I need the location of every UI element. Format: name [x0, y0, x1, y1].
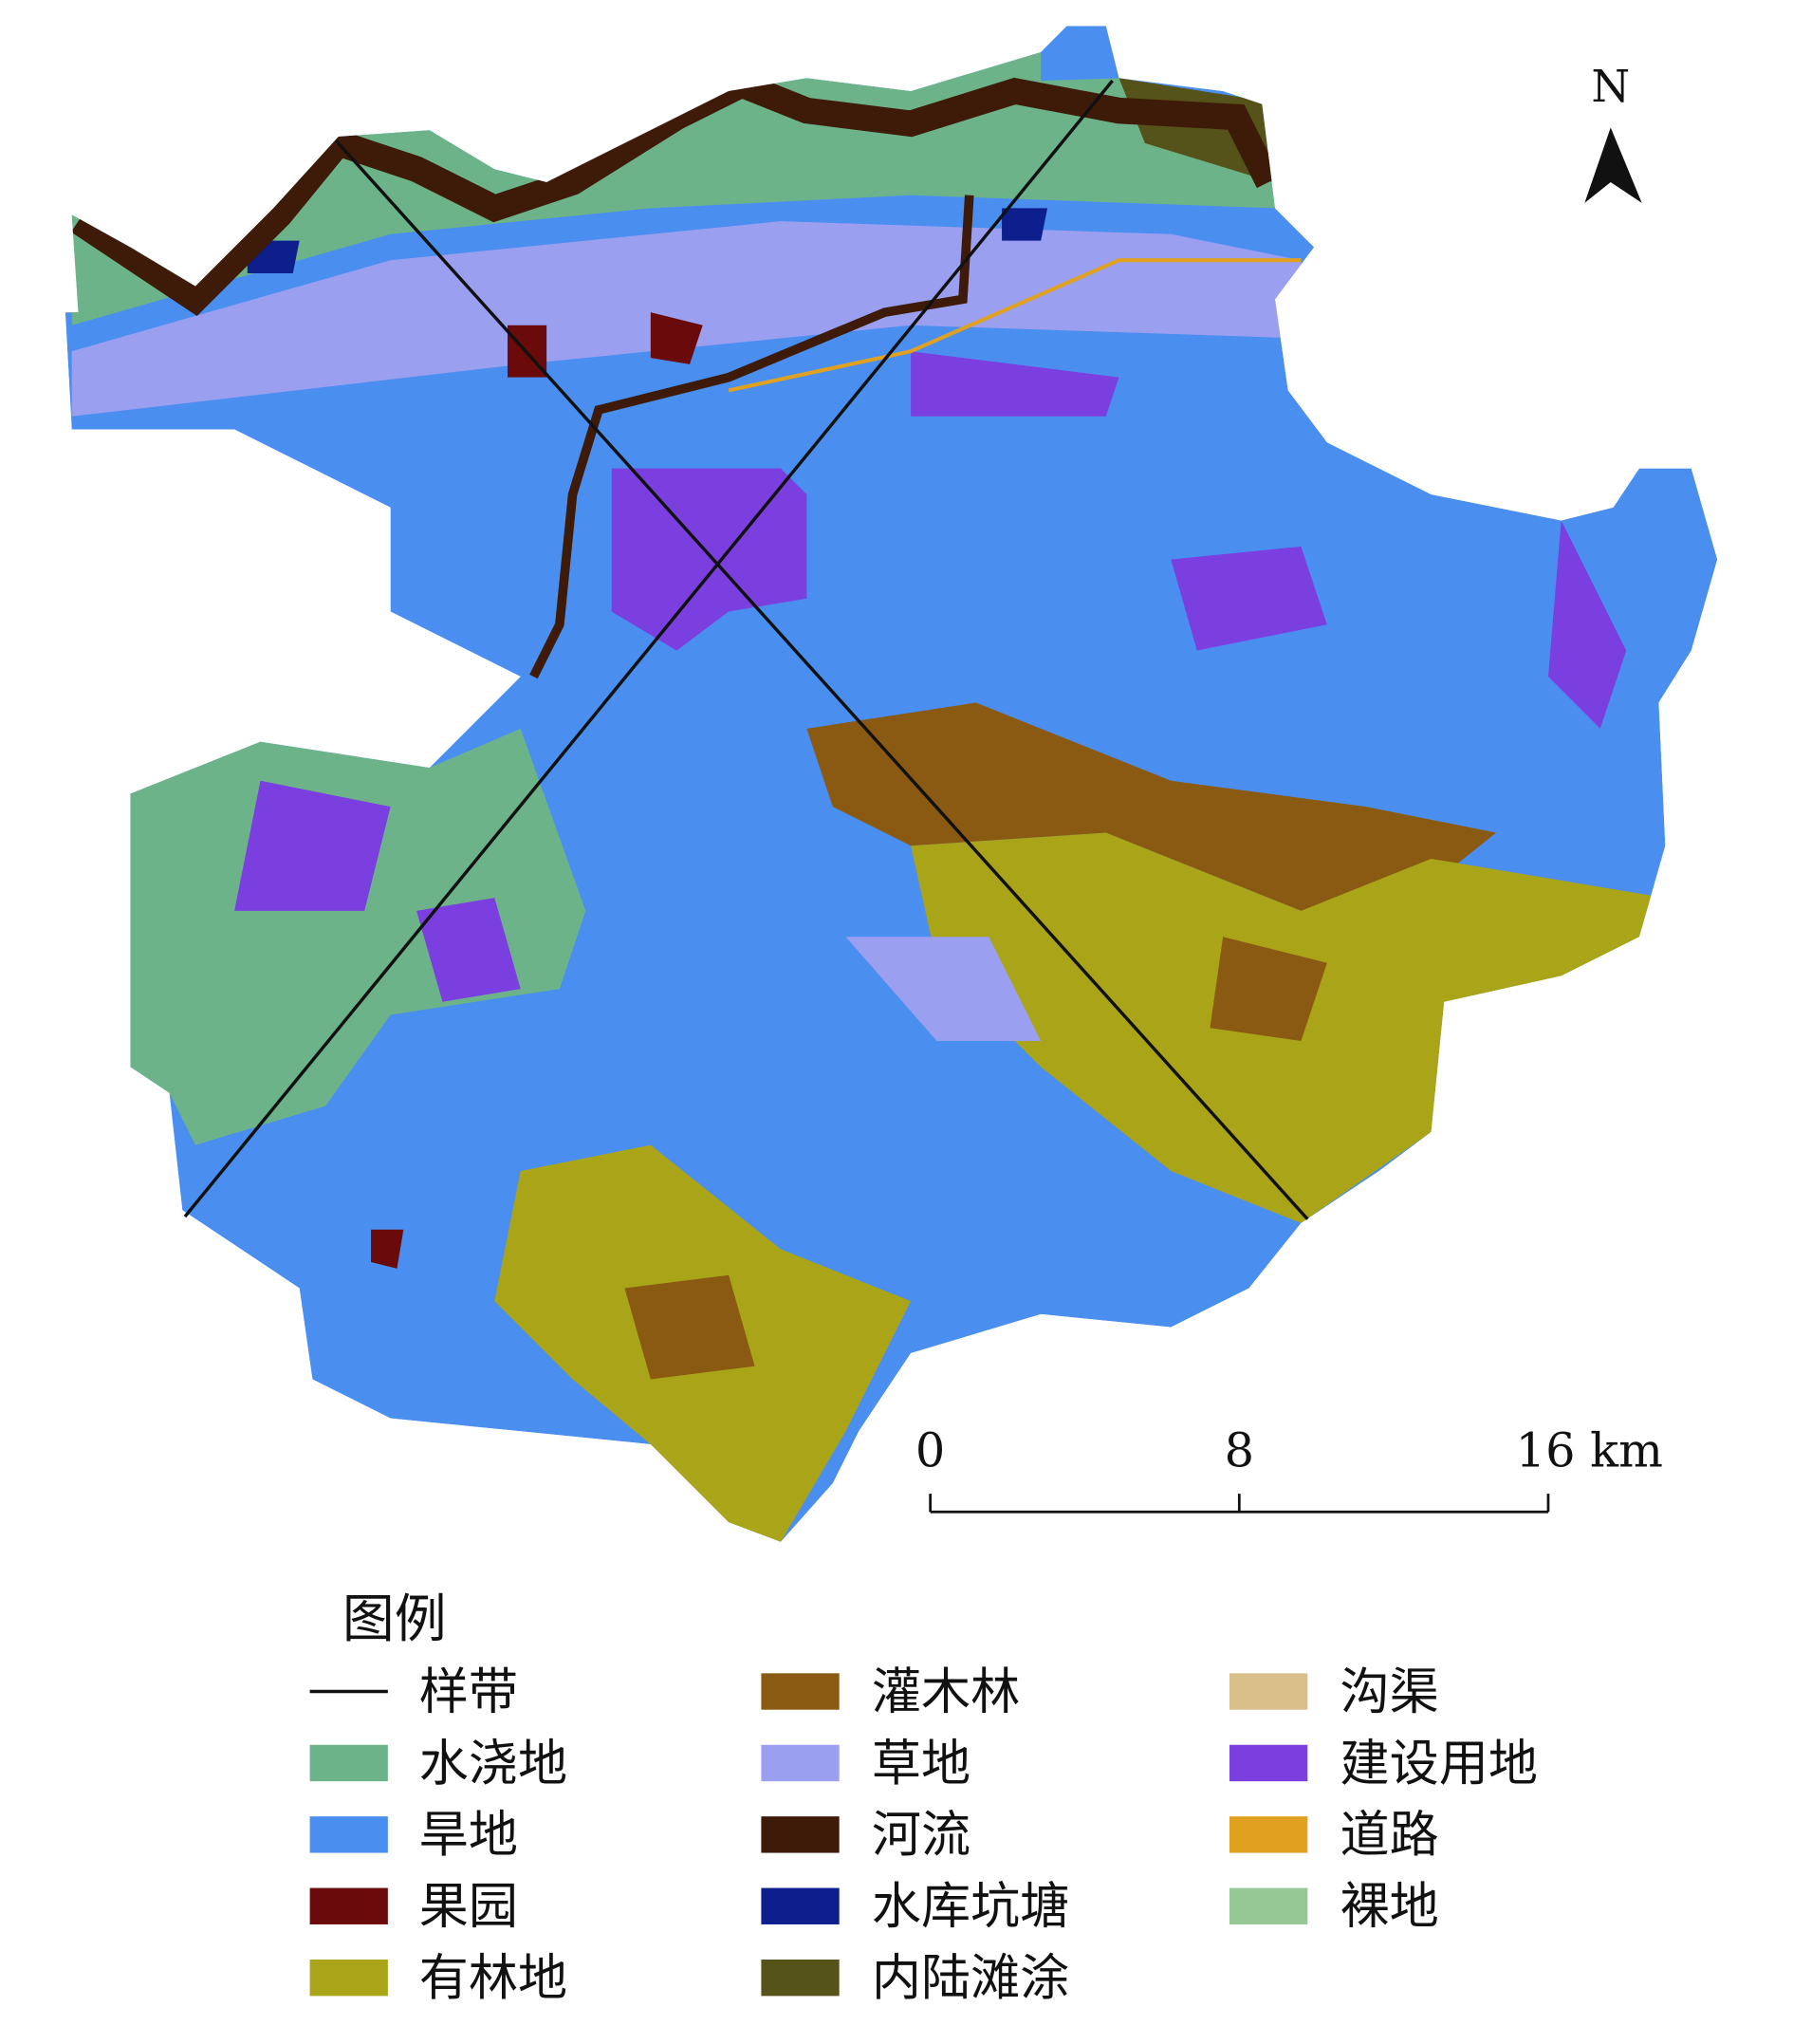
land-patch [416, 898, 521, 1002]
land-patch [130, 728, 586, 1145]
legend-label: 草地 [872, 1736, 970, 1793]
land-patch [624, 1274, 755, 1380]
legend-swatch [309, 1887, 388, 1924]
scale-label: 0 [915, 1422, 945, 1477]
land-use-map [65, 26, 1718, 1542]
land-patch [845, 937, 1042, 1041]
land-patch [71, 51, 1276, 325]
legend-label: 灌木林 [872, 1663, 1020, 1720]
north-arrow [1584, 127, 1642, 203]
river [70, 70, 1281, 317]
land-patch [1041, 26, 1126, 82]
land-patch [806, 702, 1497, 911]
legend-label: 沟渠 [1340, 1663, 1439, 1720]
legend-label: 旱地 [419, 1807, 518, 1864]
legend-swatch [309, 1744, 388, 1782]
scale-label: 16 km [1516, 1422, 1663, 1477]
legend-swatch [761, 1673, 840, 1710]
land-patch [1547, 520, 1627, 729]
legend-swatch [761, 1959, 840, 1997]
legend-swatch [1229, 1744, 1308, 1782]
river [529, 195, 974, 679]
legend-swatch [309, 1816, 388, 1853]
land-patch [71, 221, 1302, 417]
land-patch [371, 1229, 404, 1269]
transect [334, 139, 1309, 1220]
legend-label: 裸地 [1340, 1879, 1439, 1936]
legend-label: 水浇地 [419, 1736, 567, 1793]
legend-label: 样带 [419, 1663, 518, 1720]
legend-swatch [309, 1959, 388, 1997]
land-patch [1002, 208, 1048, 241]
legend-label: 水库坑塘 [872, 1879, 1069, 1936]
transect [183, 79, 1114, 1218]
legend-title: 图例 [342, 1589, 447, 1649]
scale-label: 8 [1225, 1422, 1254, 1477]
legend-label: 建设用地 [1340, 1736, 1538, 1793]
land-patch [1210, 937, 1327, 1041]
legend-label: 道路 [1340, 1807, 1439, 1864]
road [728, 258, 1302, 393]
land-patch [1171, 546, 1327, 651]
legend-label: 内陆滩涂 [872, 1950, 1069, 2007]
legend-swatch [1229, 1816, 1308, 1853]
legend-swatch [1229, 1887, 1308, 1924]
legend-label: 果园 [419, 1879, 518, 1936]
legend-swatch [1229, 1673, 1308, 1710]
legend-label: 河流 [872, 1807, 970, 1864]
legend-label: 有林地 [419, 1950, 567, 2007]
legend-swatch [761, 1744, 840, 1782]
land-patch [650, 312, 703, 364]
land-patch [234, 780, 391, 911]
legend-swatch [761, 1816, 840, 1853]
north-label: N [1591, 61, 1630, 112]
land-patch [911, 351, 1119, 417]
legend-swatch [761, 1887, 840, 1924]
